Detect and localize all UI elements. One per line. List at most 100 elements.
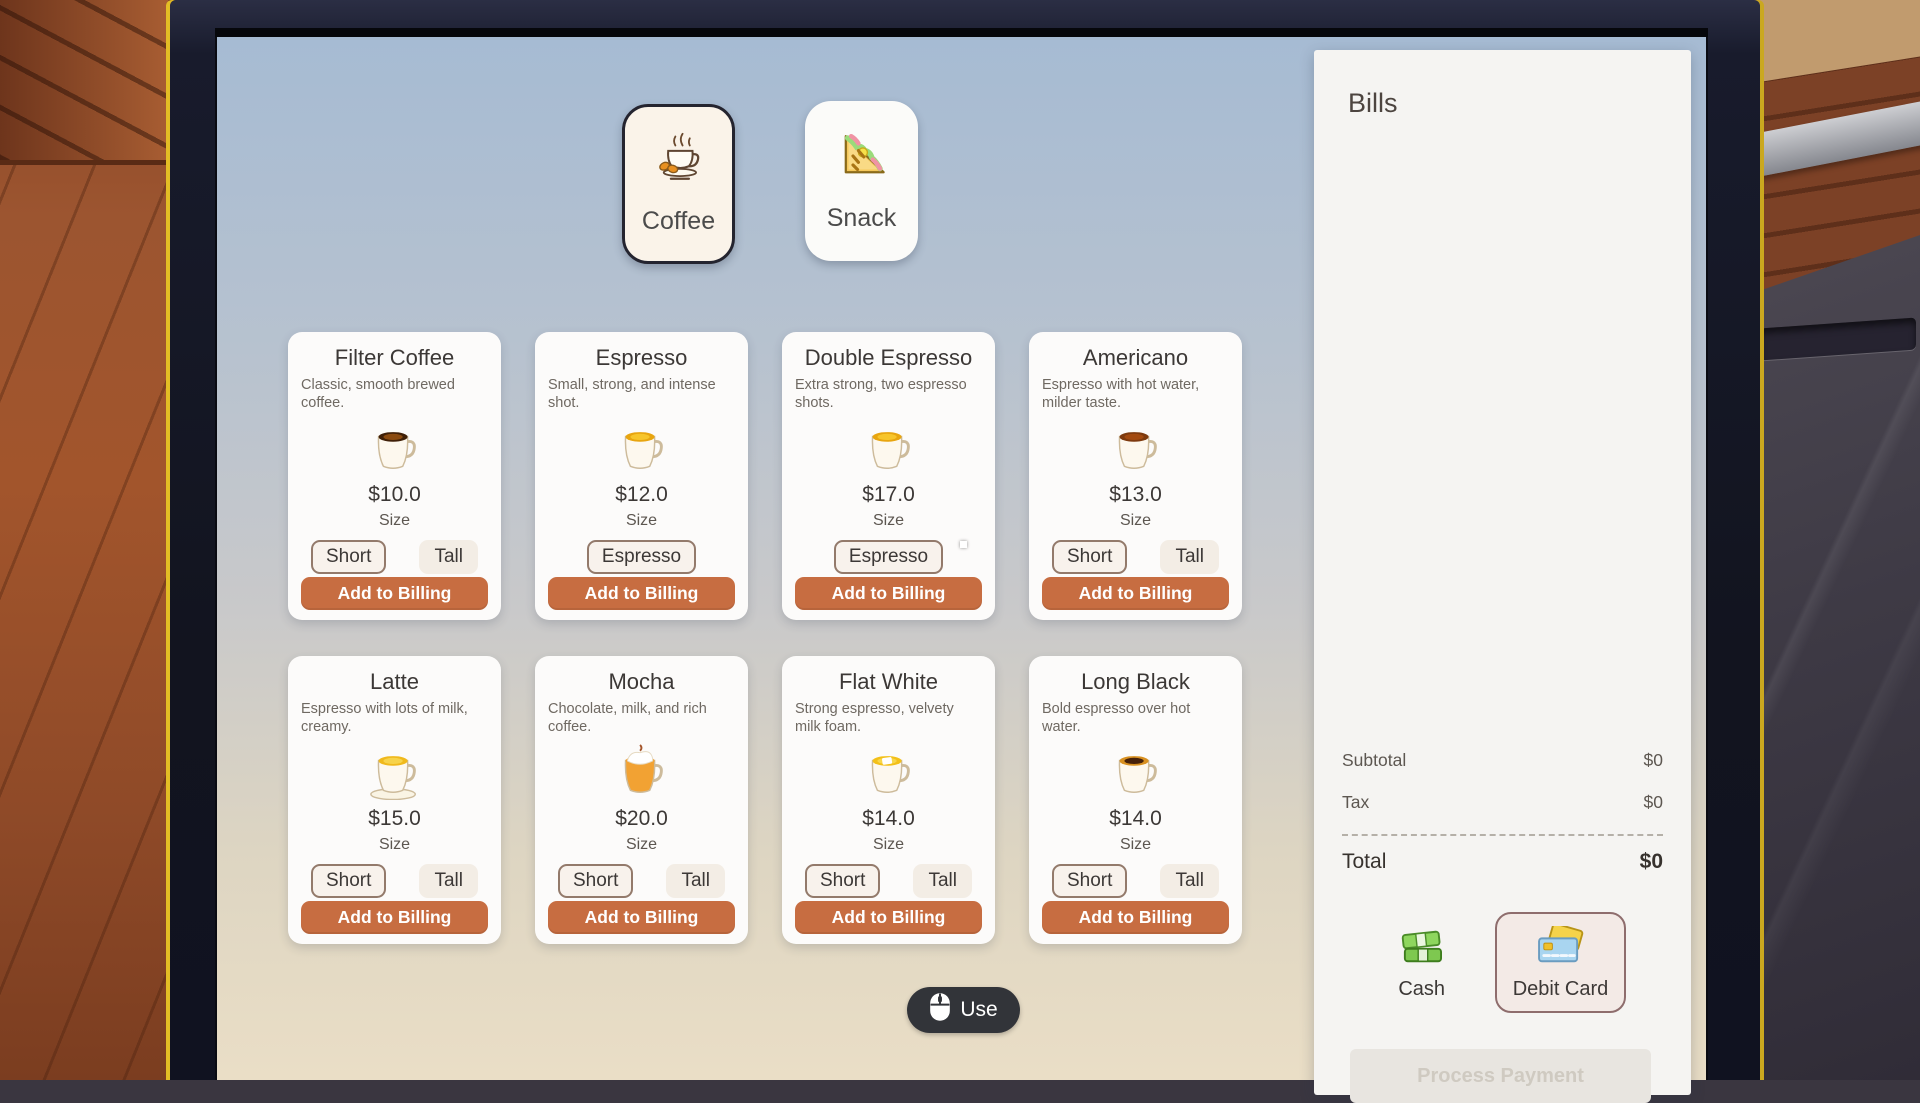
pos-monitor: Coffee Snack Filter Coffee [170, 0, 1760, 1080]
size-button-tall[interactable]: Tall [1160, 864, 1219, 898]
size-label: Size [379, 836, 410, 854]
tax-row: Tax $0 [1342, 792, 1663, 813]
bills-title: Bills [1348, 88, 1398, 119]
product-description: Strong espresso, velvety milk foam. [795, 700, 982, 738]
product-title: Espresso [596, 345, 688, 371]
add-to-billing-button[interactable]: Add to Billing [301, 577, 488, 610]
use-prompt: Use [907, 987, 1020, 1033]
size-button-short[interactable]: Short [805, 864, 880, 898]
size-button-tall[interactable]: Tall [419, 864, 478, 898]
add-to-billing-button[interactable]: Add to Billing [548, 577, 735, 610]
size-label: Size [626, 836, 657, 854]
payment-methods: Cash Debit Card [1314, 912, 1691, 1013]
size-button-short[interactable]: Short [311, 864, 386, 898]
add-to-billing-button[interactable]: Add to Billing [795, 577, 982, 610]
product-price: $14.0 [1109, 807, 1162, 831]
use-label: Use [960, 998, 997, 1022]
product-description: Extra strong, two espresso shots. [795, 376, 982, 414]
product-price: $13.0 [1109, 483, 1162, 507]
product-price: $12.0 [615, 483, 668, 507]
size-button-tall[interactable]: Tall [1160, 540, 1219, 574]
tax-value: $0 [1644, 792, 1663, 813]
product-icon [854, 418, 924, 477]
product-card: Filter Coffee Classic, smooth brewed cof… [288, 332, 501, 620]
product-description: Espresso with lots of milk, creamy. [301, 700, 488, 738]
product-title: Mocha [608, 669, 674, 695]
product-description: Bold espresso over hot water. [1042, 700, 1229, 738]
product-icon [854, 742, 924, 801]
product-card: Long Black Bold espresso over hot water.… [1029, 656, 1242, 944]
add-to-billing-button[interactable]: Add to Billing [1042, 577, 1229, 610]
product-description: Classic, smooth brewed coffee. [301, 376, 488, 414]
size-label: Size [1120, 836, 1151, 854]
tab-snack-label: Snack [827, 204, 896, 233]
product-price: $15.0 [368, 807, 421, 831]
product-title: Americano [1083, 345, 1188, 371]
size-options: Short Tall [301, 537, 488, 577]
size-button-espresso[interactable]: Espresso [587, 540, 696, 574]
product-card: Mocha Chocolate, milk, and rich coffee. … [535, 656, 748, 944]
right-background [1750, 0, 1920, 1080]
product-card: Flat White Strong espresso, velvety milk… [782, 656, 995, 944]
size-label: Size [873, 836, 904, 854]
size-options: Espresso [795, 537, 982, 577]
cash-button[interactable]: Cash [1379, 912, 1465, 1013]
size-button-tall[interactable]: Tall [913, 864, 972, 898]
product-card: Double Espresso Extra strong, two espres… [782, 332, 995, 620]
sandwich-icon [833, 129, 891, 188]
size-label: Size [873, 512, 904, 530]
product-card: Espresso Small, strong, and intense shot… [535, 332, 748, 620]
bills-panel: Bills Subtotal $0 Tax $0 Total $0 [1314, 50, 1691, 1095]
product-title: Double Espresso [805, 345, 973, 371]
product-title: Long Black [1081, 669, 1190, 695]
product-title: Latte [370, 669, 419, 695]
product-icon [360, 418, 430, 477]
add-to-billing-button[interactable]: Add to Billing [795, 901, 982, 934]
pos-screen: Coffee Snack Filter Coffee [215, 28, 1708, 1080]
tab-snack[interactable]: Snack [805, 101, 918, 261]
size-options: Espresso [548, 537, 735, 577]
size-button-espresso[interactable]: Espresso [834, 540, 943, 574]
game-cursor [960, 541, 967, 548]
product-price: $14.0 [862, 807, 915, 831]
debit-card-icon [1535, 926, 1585, 969]
wood-roof-background [0, 0, 180, 165]
totals-divider [1342, 834, 1663, 836]
add-to-billing-button[interactable]: Add to Billing [1042, 901, 1229, 934]
debit-card-label: Debit Card [1513, 978, 1609, 1001]
size-button-short[interactable]: Short [311, 540, 386, 574]
debit-card-button[interactable]: Debit Card [1495, 912, 1627, 1013]
size-label: Size [379, 512, 410, 530]
receipt-machine [1750, 235, 1920, 1080]
size-button-tall[interactable]: Tall [419, 540, 478, 574]
size-options: Short Tall [1042, 537, 1229, 577]
process-payment-button[interactable]: Process Payment [1350, 1049, 1651, 1103]
add-to-billing-button[interactable]: Add to Billing [548, 901, 735, 934]
tab-coffee-label: Coffee [642, 207, 715, 236]
size-label: Size [1120, 512, 1151, 530]
product-price: $17.0 [862, 483, 915, 507]
product-card: Americano Espresso with hot water, milde… [1029, 332, 1242, 620]
product-description: Small, strong, and intense shot. [548, 376, 735, 414]
tab-coffee[interactable]: Coffee [622, 104, 735, 264]
add-to-billing-button[interactable]: Add to Billing [301, 901, 488, 934]
total-label: Total [1342, 850, 1386, 874]
size-options: Short Tall [1042, 861, 1229, 901]
subtotal-value: $0 [1644, 750, 1663, 771]
size-button-tall[interactable]: Tall [666, 864, 725, 898]
size-options: Short Tall [548, 861, 735, 901]
product-icon [607, 742, 677, 801]
product-price: $10.0 [368, 483, 421, 507]
coffee-cup-icon [650, 132, 708, 191]
product-title: Filter Coffee [335, 345, 454, 371]
size-button-short[interactable]: Short [558, 864, 633, 898]
cash-label: Cash [1398, 978, 1445, 1001]
size-button-short[interactable]: Short [1052, 540, 1127, 574]
total-row: Total $0 [1342, 850, 1663, 874]
product-icon [1101, 418, 1171, 477]
subtotal-label: Subtotal [1342, 750, 1406, 771]
game-scene: Coffee Snack Filter Coffee [0, 0, 1920, 1080]
product-icon [607, 418, 677, 477]
product-grid: Filter Coffee Classic, smooth brewed cof… [288, 332, 1242, 944]
size-button-short[interactable]: Short [1052, 864, 1127, 898]
